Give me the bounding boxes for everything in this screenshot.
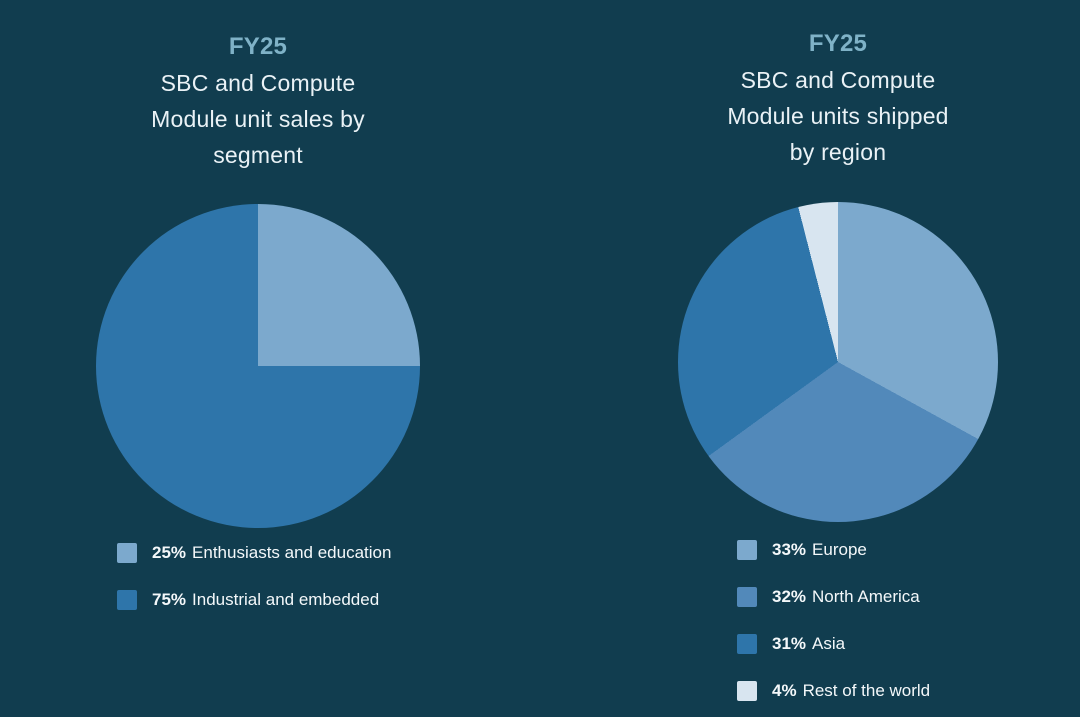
legend-swatch-asia <box>737 634 757 654</box>
region-chart-title: FY25 SBC and Compute Module units shippe… <box>698 26 978 170</box>
region-legend: 33% Europe 32% North America 31% Asia 4%… <box>737 540 930 717</box>
legend-swatch-enthusiasts <box>117 543 137 563</box>
legend-label: North America <box>812 587 920 606</box>
legend-label: Europe <box>812 540 867 559</box>
region-fiscal-year-label: FY25 <box>808 30 868 57</box>
region-pie-graphic <box>678 202 998 522</box>
legend-label: Rest of the world <box>802 681 931 700</box>
legend-item-europe: 33% Europe <box>737 540 930 560</box>
legend-swatch-europe <box>737 540 757 560</box>
legend-item-north-america: 32% North America <box>737 587 930 607</box>
segment-legend: 25% Enthusiasts and education 75% Indust… <box>117 543 391 637</box>
segment-title-line: segment <box>213 142 303 168</box>
region-title-line: by region <box>789 139 887 165</box>
legend-label: Enthusiasts and education <box>192 543 392 562</box>
legend-swatch-industrial <box>117 590 137 610</box>
segment-title-line: SBC and Compute <box>160 70 356 96</box>
legend-percent: 4% <box>772 681 797 700</box>
legend-item-rest-of-world: 4% Rest of the world <box>737 681 930 701</box>
legend-swatch-north-america <box>737 587 757 607</box>
segment-fiscal-year-label: FY25 <box>228 33 288 60</box>
legend-label: Asia <box>812 634 846 653</box>
legend-percent: 25% <box>152 543 187 562</box>
legend-percent: 31% <box>772 634 807 653</box>
legend-percent: 33% <box>772 540 807 559</box>
legend-percent: 32% <box>772 587 807 606</box>
region-title-line: Module units shipped <box>727 103 949 129</box>
legend-percent: 75% <box>152 590 187 609</box>
legend-label: Industrial and embedded <box>192 590 380 609</box>
legend-item-industrial: 75% Industrial and embedded <box>117 590 391 610</box>
segment-pie-graphic <box>96 204 420 528</box>
legend-item-asia: 31% Asia <box>737 634 930 654</box>
legend-swatch-rest-of-world <box>737 681 757 701</box>
legend-item-enthusiasts: 25% Enthusiasts and education <box>117 543 391 563</box>
segment-title-line: Module unit sales by <box>151 106 365 132</box>
region-title-line: SBC and Compute <box>740 67 936 93</box>
segment-chart-title: FY25 SBC and Compute Module unit sales b… <box>118 29 398 173</box>
